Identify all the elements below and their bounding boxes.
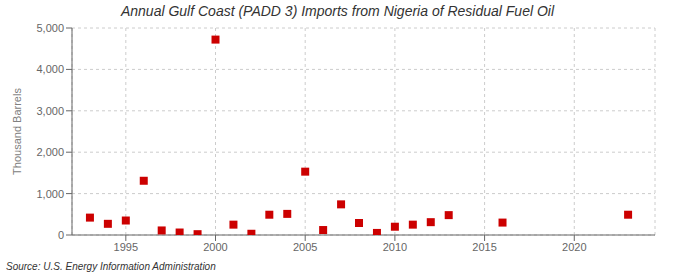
svg-text:4,000: 4,000 [36,63,64,75]
svg-text:5,000: 5,000 [36,22,64,34]
svg-text:2020: 2020 [562,241,586,253]
svg-text:1995: 1995 [114,241,138,253]
svg-text:3,000: 3,000 [36,105,64,117]
html-text:Source: U.S. Energy Informatio: Source: U.S. Energy Information Administ… [6,261,216,272]
svg-text:2015: 2015 [472,241,496,253]
svg-text:Thousand Barrels: Thousand Barrels [11,88,23,175]
svg-text:2000: 2000 [203,241,227,253]
svg-text:2,000: 2,000 [36,146,64,158]
html-text:Annual Gulf Coast (PADD 3) Imp: Annual Gulf Coast (PADD 3) Imports from … [120,3,555,19]
svg-text:1,000: 1,000 [36,188,64,200]
svg-text:2010: 2010 [383,241,407,253]
svg-text:0: 0 [58,229,64,241]
svg-text:2005: 2005 [293,241,317,253]
